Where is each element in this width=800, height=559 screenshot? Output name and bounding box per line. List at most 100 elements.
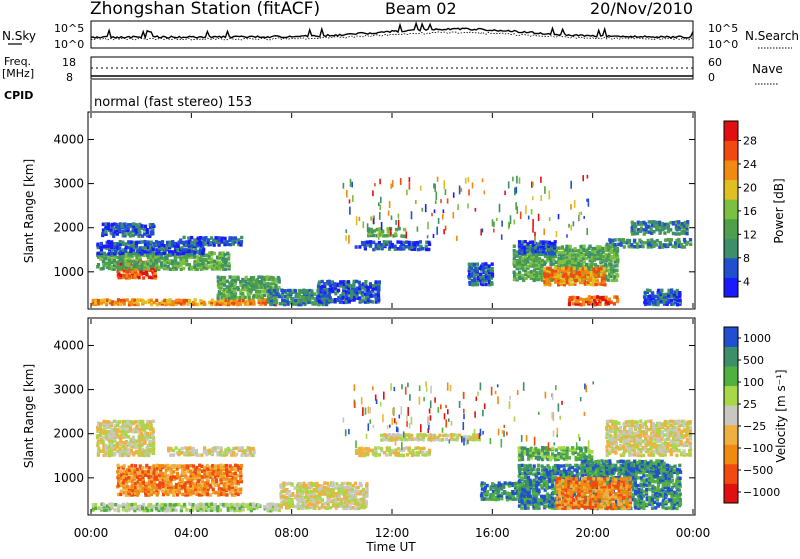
velocity-cell [172, 453, 175, 457]
power-cell [328, 294, 331, 298]
velocity-cell [526, 484, 529, 488]
velocity-cell [299, 482, 302, 486]
power-cell [258, 290, 261, 294]
velocity-cell [526, 464, 529, 468]
power-cell [379, 179, 381, 184]
power-cell [169, 298, 172, 302]
power-cell [552, 262, 555, 266]
power-cell [168, 250, 171, 254]
power-cell [233, 276, 236, 280]
nsky-tick-top: 10^5 [54, 22, 84, 35]
power-cell [615, 264, 618, 268]
power-cell [459, 186, 461, 195]
velocity-cell [240, 464, 243, 468]
power-cell [146, 228, 149, 232]
power-cell [194, 298, 197, 302]
power-cell [187, 236, 190, 240]
velocity-cell [416, 446, 419, 450]
velocity-cell [158, 481, 161, 485]
power-cell [516, 176, 518, 184]
power-cell [391, 243, 394, 247]
power-cell [532, 182, 534, 187]
velocity-cell [257, 503, 260, 507]
power-cell [154, 272, 157, 276]
power-cell [252, 276, 255, 280]
power-cell [588, 295, 591, 299]
power-cell [138, 267, 141, 271]
power-cell [408, 241, 411, 245]
power-cell [689, 243, 692, 247]
power-cell [213, 252, 216, 256]
power-cell [442, 214, 444, 220]
velocity-cell [207, 508, 210, 512]
velocity-cell [208, 449, 211, 453]
date-label: 20/Nov/2010 [590, 0, 693, 18]
power-cell [196, 303, 199, 307]
power-cell [543, 229, 545, 236]
power-cell [190, 236, 193, 240]
velocity-cell [576, 464, 579, 468]
power-cell [141, 240, 144, 244]
velocity-cell [397, 452, 400, 456]
velocity-cell [246, 453, 249, 457]
velocity-cell [135, 420, 138, 424]
power-cell [359, 217, 361, 221]
freq-strip: Freq. [MHz] 18 8 60 0 Nave [2, 55, 783, 84]
power-cell [605, 296, 608, 300]
power-cell [229, 275, 232, 279]
power-cell [531, 248, 534, 252]
velocity-cell [529, 495, 532, 499]
nsearch-label: N.Search [745, 29, 799, 43]
velocity-cell [225, 464, 228, 468]
power-cell [586, 228, 588, 235]
velocity-cell [169, 453, 172, 457]
power-cell [476, 262, 479, 266]
power-cell [349, 199, 351, 203]
velocity-cell [149, 503, 152, 507]
velocity-cell [225, 477, 228, 481]
power-cell [589, 245, 592, 249]
power-cell [597, 282, 600, 286]
power-cell [286, 297, 289, 301]
power-cell [427, 241, 430, 245]
power-cell [276, 289, 279, 293]
power-cell [538, 214, 540, 221]
power-cell [355, 245, 358, 249]
power-cell [683, 238, 686, 242]
power-cell [114, 242, 117, 246]
power-cell [663, 300, 666, 304]
power-cell [606, 243, 609, 247]
power-cell [488, 264, 491, 268]
power-cell [369, 282, 372, 286]
velocity-cell [388, 446, 391, 450]
power-cell [96, 243, 99, 247]
velocity-cell [348, 505, 351, 509]
velocity-cell [118, 420, 121, 424]
power-cell [680, 243, 683, 247]
velocity-cell [120, 490, 123, 494]
power-cell [330, 287, 333, 291]
velocity-cell [198, 468, 201, 472]
power-cell [403, 228, 406, 232]
power-cell [174, 255, 177, 259]
power-cell [415, 200, 417, 204]
power-colorbar-swatch [724, 277, 738, 297]
power-cell [587, 271, 590, 275]
velocity-cell [181, 465, 184, 469]
power-cell [202, 301, 205, 305]
power-cell [482, 275, 485, 279]
velocity-cell [529, 472, 532, 476]
plot-title: Zhongshan Station (fitACF) [90, 0, 320, 19]
power-cell [642, 245, 645, 249]
velocity-cell [548, 466, 551, 470]
velocity-cell [191, 482, 194, 486]
power-ytick-label: 3000 [53, 177, 84, 191]
velocity-cell [192, 464, 195, 468]
velocity-cell [508, 492, 511, 496]
power-cell [434, 209, 436, 213]
power-cell [142, 276, 145, 280]
power-cell [202, 248, 205, 252]
velocity-cell [514, 497, 517, 501]
power-cell [508, 222, 510, 230]
power-cell [565, 245, 568, 249]
